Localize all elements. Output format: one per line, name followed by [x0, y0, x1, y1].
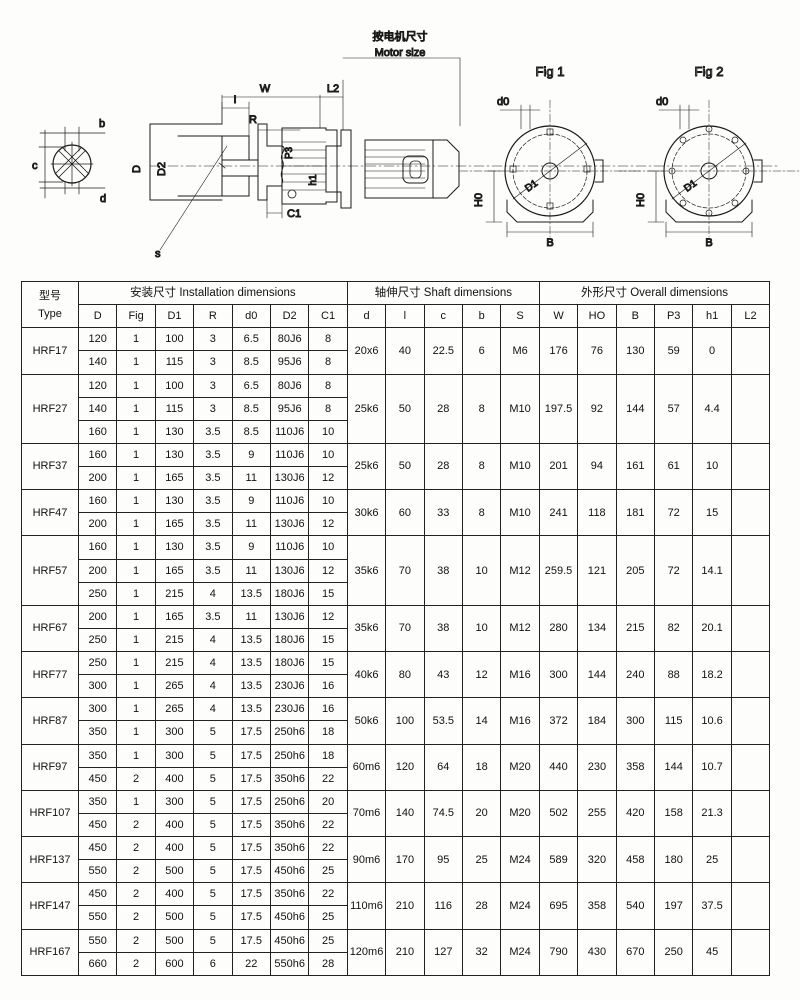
svg-text:按电机尺寸: 按电机尺寸 [373, 29, 428, 43]
svg-text:I: I [233, 94, 236, 106]
svg-text:P3: P3 [284, 146, 295, 159]
svg-text:C1: C1 [287, 208, 301, 220]
svg-text:D2: D2 [156, 162, 168, 176]
svg-text:h1: h1 [308, 174, 319, 186]
svg-text:d: d [100, 193, 106, 205]
svg-text:s: s [155, 248, 161, 260]
svg-text:c: c [32, 160, 38, 172]
svg-text:Motor size: Motor size [375, 47, 426, 59]
svg-text:W: W [260, 83, 271, 95]
svg-text:B: B [546, 237, 553, 249]
svg-text:Fig 1: Fig 1 [536, 64, 565, 79]
svg-text:B: B [705, 237, 712, 249]
svg-text:H0: H0 [473, 193, 485, 207]
svg-text:R: R [249, 114, 257, 126]
svg-text:Fig 2: Fig 2 [695, 64, 724, 79]
svg-text:H0: H0 [635, 193, 647, 207]
svg-text:L2: L2 [327, 83, 339, 95]
svg-text:d0: d0 [497, 96, 509, 108]
svg-text:D: D [131, 165, 143, 173]
svg-text:b: b [99, 118, 105, 130]
svg-text:d0: d0 [656, 96, 668, 108]
